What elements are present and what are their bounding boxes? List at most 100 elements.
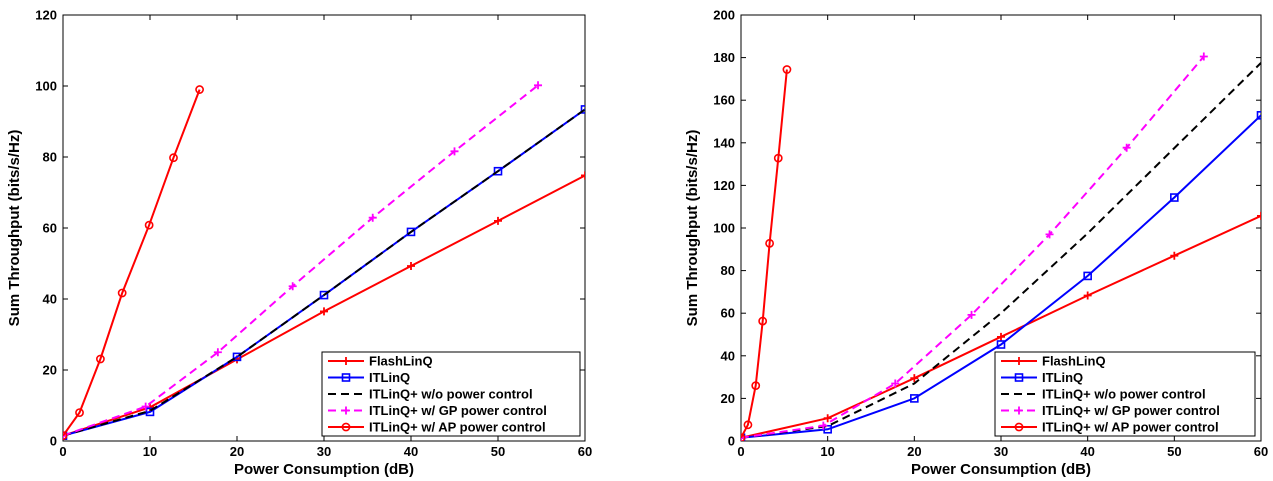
- legend-label: ITLinQ+ w/o power control: [1042, 387, 1206, 402]
- legend-label: ITLinQ+ w/o power control: [369, 387, 533, 402]
- data-point-gp: [288, 282, 297, 291]
- legend-marker-ap: [341, 422, 351, 432]
- y-tick-label: 100: [35, 79, 57, 94]
- legend-marker-ap: [1014, 422, 1024, 432]
- y-tick-label: 160: [713, 93, 735, 108]
- data-point-itlinq: [1256, 111, 1261, 120]
- x-tick-label: 20: [230, 444, 244, 459]
- data-point-ap: [117, 288, 127, 298]
- y-tick-label: 200: [713, 8, 735, 23]
- x-tick-label: 20: [907, 444, 921, 459]
- y-tick-label: 40: [721, 348, 735, 363]
- legend-label: ITLinQ: [369, 370, 410, 385]
- data-point-ap: [773, 153, 783, 163]
- data-point-gp: [741, 433, 745, 441]
- y-tick-label: 0: [728, 434, 735, 449]
- y-tick-label: 60: [43, 221, 57, 236]
- data-point-itlinq: [580, 105, 585, 114]
- y-tick-label: 80: [721, 263, 735, 278]
- y-tick-label: 140: [713, 135, 735, 150]
- x-tick-label: 40: [1080, 444, 1094, 459]
- y-tick-label: 20: [43, 363, 57, 378]
- legend-marker-gp: [342, 406, 350, 415]
- data-point-gp: [1045, 230, 1054, 239]
- data-point-flashlinq: [1083, 291, 1092, 300]
- plot-area: [741, 52, 1261, 441]
- data-point-gp: [891, 379, 900, 388]
- y-tick-label: 120: [35, 8, 57, 23]
- data-point-gp: [819, 421, 828, 430]
- legend-marker-itlinq: [341, 373, 351, 382]
- legend-label: FlashLinQ: [369, 354, 433, 369]
- data-point-ap: [144, 220, 154, 230]
- y-tick-label: 100: [713, 221, 735, 236]
- legend-marker-itlinq: [1014, 373, 1024, 382]
- data-point-itlinq: [910, 394, 919, 403]
- legend-label: ITLinQ+ w/ AP power control: [1042, 420, 1219, 435]
- series-line-ap: [741, 69, 788, 439]
- plot-area: [63, 81, 585, 441]
- x-axis-label: Power Consumption (dB): [234, 461, 414, 478]
- data-point-itlinq: [996, 340, 1006, 349]
- y-axis-label: Sum Throughput (bits/s/Hz): [6, 130, 23, 327]
- data-point-gp: [141, 402, 150, 411]
- x-tick-label: 60: [1254, 444, 1268, 459]
- data-point-gp: [450, 147, 459, 156]
- data-point-itlinq: [232, 352, 242, 362]
- chart-2: 0 10 20 30 40 50 60 0 20 40 60 80 100 120 140 160 180 200…: [684, 8, 1268, 479]
- legend-label: FlashLinQ: [1042, 354, 1106, 369]
- x-tick-label: 0: [59, 444, 66, 459]
- data-point-flashlinq: [407, 261, 415, 270]
- y-tick-label: 60: [721, 306, 735, 321]
- series-line-ap: [63, 89, 201, 437]
- x-tick-label: 30: [994, 444, 1008, 459]
- x-tick-label: 0: [737, 444, 744, 459]
- data-point-itlinq: [1083, 271, 1092, 281]
- y-tick-label: 120: [713, 178, 735, 193]
- legend-box: [321, 351, 581, 437]
- chart-1: 0 10 20 30 40 50 60 0 20 40 60 80 100 120 Power Consum…: [6, 8, 592, 479]
- data-point-ap: [63, 431, 68, 441]
- x-tick-label: 30: [317, 444, 331, 459]
- legend-label: ITLinQ+ w/ AP power control: [369, 420, 546, 435]
- data-point-ap: [741, 433, 746, 441]
- data-point-ap: [75, 408, 84, 417]
- data-point-itlinq: [406, 227, 416, 237]
- data-point-ap: [169, 153, 178, 163]
- data-point-gp: [213, 348, 222, 357]
- data-point-flashlinq: [1170, 251, 1179, 260]
- data-point-ap: [743, 420, 753, 430]
- data-point-ap: [765, 238, 774, 248]
- data-point-ap: [751, 381, 761, 391]
- x-tick-label: 10: [143, 444, 157, 459]
- data-point-ap: [758, 316, 768, 326]
- y-tick-label: 40: [43, 292, 57, 307]
- data-point-gp: [368, 213, 377, 222]
- data-point-gp: [534, 81, 543, 90]
- data-point-itlinq: [145, 407, 155, 417]
- data-point-flashlinq: [494, 216, 502, 225]
- data-point-flashlinq: [823, 414, 832, 423]
- x-tick-label: 60: [578, 444, 592, 459]
- legend-marker-flashlinq: [342, 357, 350, 365]
- data-point-gp: [63, 431, 67, 440]
- legend-marker-gp: [1015, 406, 1023, 415]
- x-tick-label: 10: [820, 444, 834, 459]
- data-point-flashlinq: [1257, 211, 1261, 220]
- series-line-wo: [741, 62, 1261, 439]
- data-point-gp: [1122, 143, 1131, 152]
- x-tick-label: 50: [1167, 444, 1181, 459]
- data-point-ap: [782, 65, 792, 74]
- legend-label: ITLinQ+ w/ GP power control: [369, 403, 547, 418]
- x-axis-label: Power Consumption (dB): [911, 461, 1091, 478]
- legend-box: [994, 351, 1256, 437]
- x-tick-label: 40: [404, 444, 418, 459]
- legend-marker-flashlinq: [1015, 357, 1023, 365]
- y-tick-label: 20: [721, 391, 735, 406]
- legend-label: ITLinQ+ w/ GP power control: [1042, 403, 1220, 418]
- data-point-flashlinq: [581, 171, 585, 180]
- y-tick-label: 80: [43, 150, 57, 165]
